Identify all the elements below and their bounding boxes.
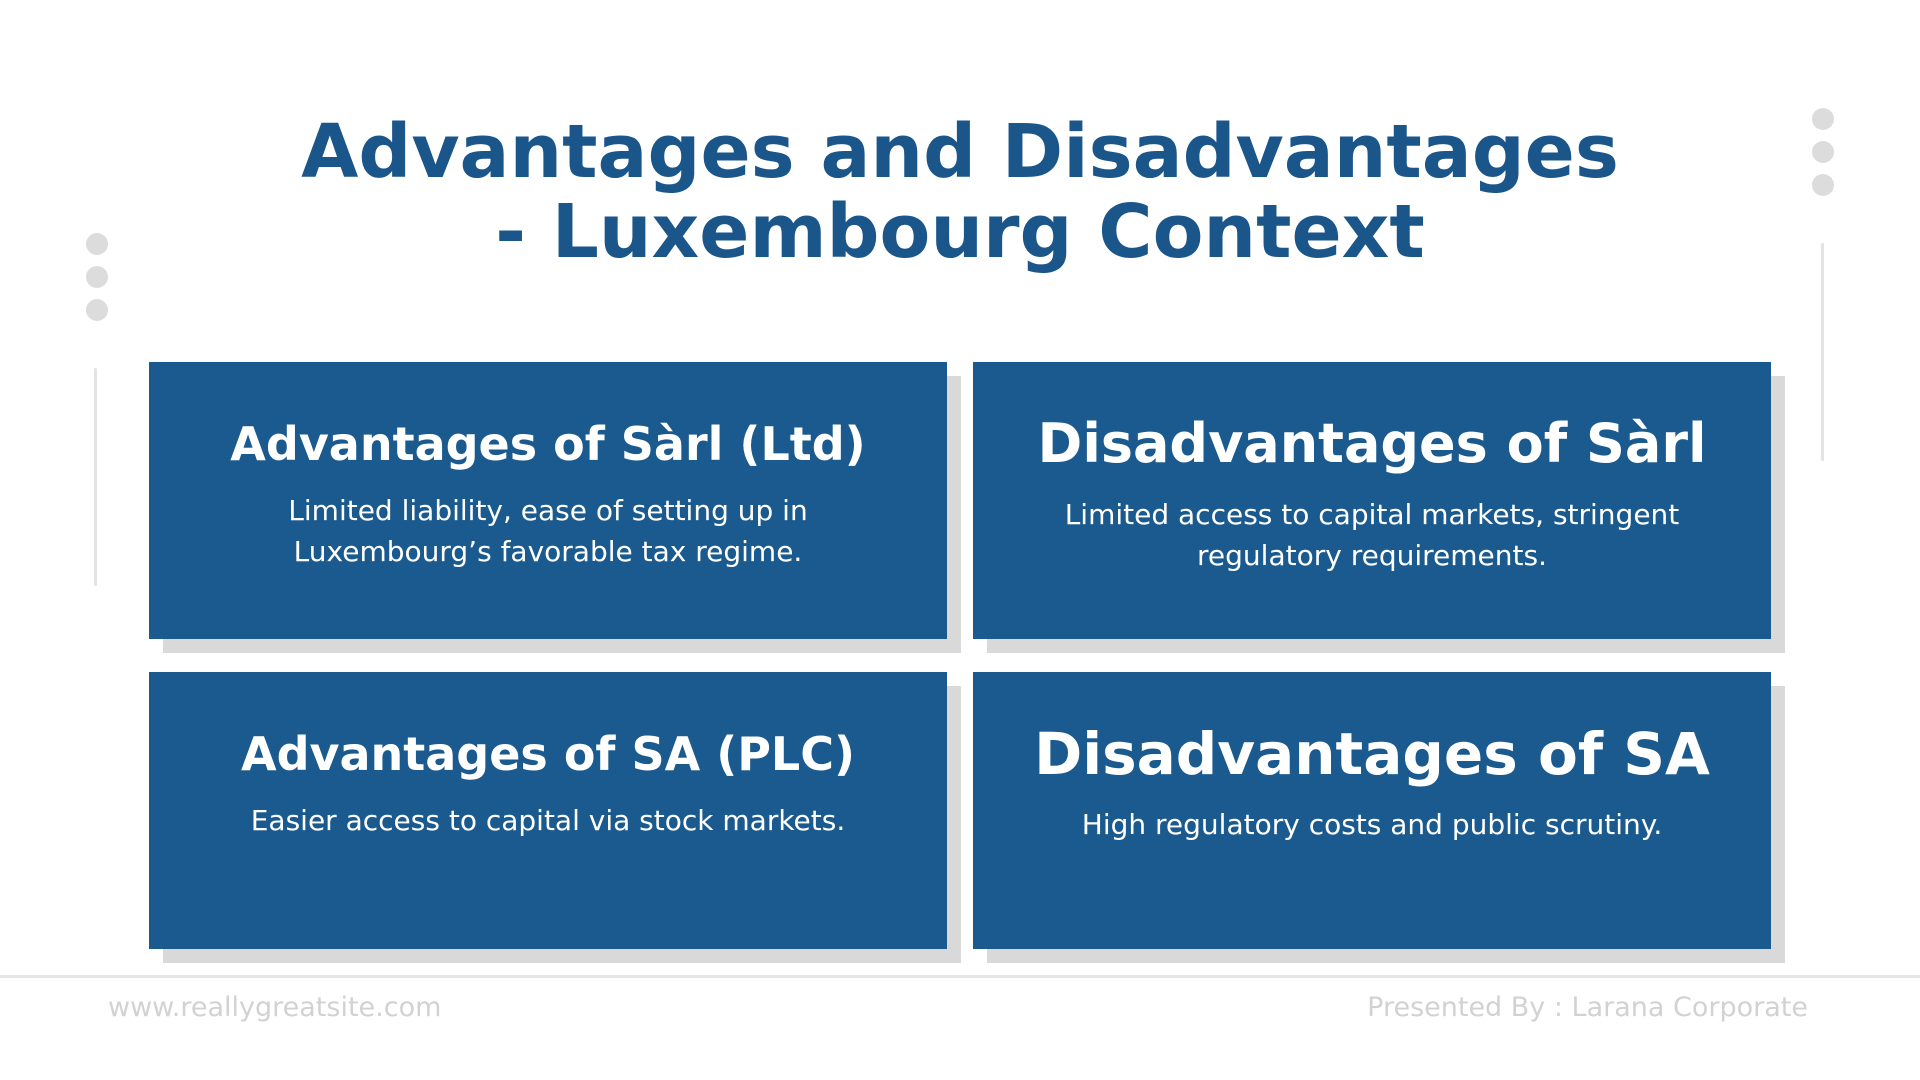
card-title: Disadvantages of Sàrl [1037,412,1707,475]
decor-line [1821,243,1824,461]
footer-website-link[interactable]: www.reallygreatsite.com [108,992,442,1023]
card-title: Disadvantages of SA [1034,720,1710,788]
decor-dot [86,299,108,321]
page-title: Advantages and Disadvantages - Luxembour… [0,112,1920,272]
card-panel: Disadvantages of Sàrl Limited access to … [973,362,1771,639]
decor-dot [1812,174,1834,196]
card-disadvantages-sarl: Disadvantages of Sàrl Limited access to … [973,362,1785,653]
decor-dot [1812,108,1834,130]
card-body: Limited access to capital markets, strin… [1064,498,1680,572]
footer-divider [0,975,1920,978]
card-panel: Advantages of Sàrl (Ltd) Limited liabili… [149,362,947,639]
title-line-1: Advantages and Disadvantages [301,109,1619,195]
footer-presenter: Presented By : Larana Corporate [1367,992,1808,1023]
card-title: Advantages of SA (PLC) [240,727,856,781]
card-body: Limited liability, ease of setting up in… [288,494,808,568]
card-title: Advantages of Sàrl (Ltd) [230,417,866,471]
decor-dot [86,233,108,255]
decor-dot [1812,141,1834,163]
card-panel: Disadvantages of SA High regulatory cost… [973,672,1771,949]
card-body: High regulatory costs and public scrutin… [1081,808,1663,841]
card-advantages-sa: Advantages of SA (PLC) Easier access to … [149,672,961,963]
card-disadvantages-sa: Disadvantages of SA High regulatory cost… [973,672,1785,963]
card-body: Easier access to capital via stock marke… [250,804,846,837]
title-line-2: - Luxembourg Context [495,189,1425,275]
decor-line [94,368,97,586]
card-panel: Advantages of SA (PLC) Easier access to … [149,672,947,949]
card-advantages-sarl: Advantages of Sàrl (Ltd) Limited liabili… [149,362,961,653]
decor-dot [86,266,108,288]
